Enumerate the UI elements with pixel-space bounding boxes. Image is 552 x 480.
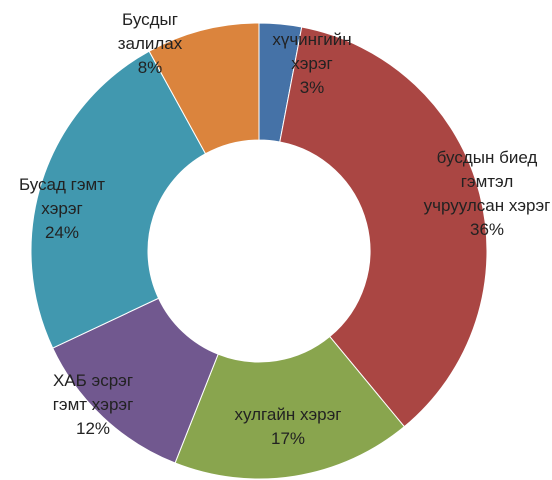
value-label: 3%: [299, 78, 325, 97]
value-label: 24%: [44, 223, 80, 242]
category-label: хулгайн хэрэг: [234, 405, 342, 424]
category-label: ХАБ эсрэг гэмт хэрэг: [52, 371, 134, 414]
category-label: Бусдыг залилах: [117, 10, 183, 53]
value-label: 8%: [137, 58, 163, 77]
value-label: 12%: [75, 419, 111, 438]
slice-label: бусдын биед гэмтэл учруулсан хэрэг 36%: [422, 146, 552, 242]
slice-label: хүчингийн хэрэг 3%: [262, 28, 362, 100]
slice-label: Бусдыг залилах 8%: [105, 8, 195, 80]
category-label: хүчингийн хэрэг: [272, 30, 352, 73]
slice: [30, 50, 207, 349]
value-label: 36%: [469, 220, 505, 239]
slice-label: ХАБ эсрэг гэмт хэрэг 12%: [38, 369, 148, 441]
slice-label: хулгайн хэрэг 17%: [208, 403, 368, 451]
slice: [279, 26, 488, 428]
slice-label: Бусад гэмт хэрэг 24%: [7, 173, 117, 245]
value-label: 17%: [270, 429, 306, 448]
category-label: бусдын биед гэмтэл учруулсан хэрэг: [423, 148, 551, 215]
category-label: Бусад гэмт хэрэг: [18, 175, 106, 218]
slice: [148, 22, 260, 155]
slice: [174, 335, 406, 480]
